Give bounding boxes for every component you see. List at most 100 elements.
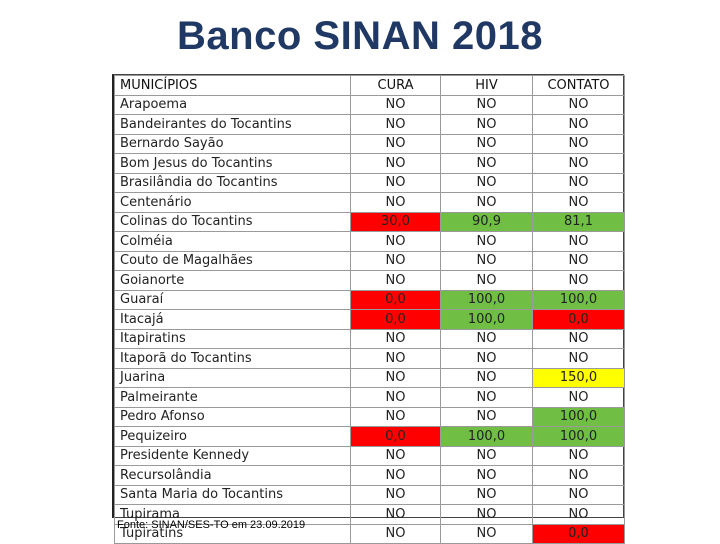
source-note: Fonte: SINAN/SES-TO em 23.09.2019 xyxy=(117,519,306,531)
cell-contato: NO xyxy=(532,504,625,525)
cell-hiv: NO xyxy=(440,192,533,213)
cell-hiv: NO xyxy=(440,94,533,115)
cell-contato: 0,0 xyxy=(532,309,625,330)
table-header-row: MUNICÍPIOS CURA HIV CONTATO xyxy=(114,75,625,96)
cell-contato: 100,0 xyxy=(532,406,625,427)
cell-hiv: NO xyxy=(440,270,533,291)
data-table: MUNICÍPIOS CURA HIV CONTATO Arapoema NO NO… xyxy=(114,75,625,544)
cell-contato: NO xyxy=(532,172,625,193)
cell-municipio: Bom Jesus do Tocantins xyxy=(114,153,351,174)
cell-cura: 30,0 xyxy=(350,211,441,232)
header-cura: CURA xyxy=(350,75,441,96)
table-row: Centenário NO NO NO xyxy=(114,192,625,213)
cell-hiv: 100,0 xyxy=(440,309,533,330)
cell-hiv: NO xyxy=(440,114,533,135)
cell-municipio: Itacajá xyxy=(114,309,351,330)
cell-cura: NO xyxy=(350,328,441,349)
table-row: Arapoema NO NO NO xyxy=(114,94,625,115)
cell-contato: NO xyxy=(532,231,625,252)
table-row: Colméia NO NO NO xyxy=(114,231,625,252)
cell-cura: NO xyxy=(350,231,441,252)
cell-contato: 81,1 xyxy=(532,211,625,232)
cell-cura: NO xyxy=(350,406,441,427)
cell-municipio: Brasilândia do Tocantins xyxy=(114,172,351,193)
table-row: Itaporã do Tocantins NO NO NO xyxy=(114,348,625,369)
cell-contato: 0,0 xyxy=(532,523,625,544)
cell-contato: NO xyxy=(532,133,625,154)
table-row: Bandeirantes do Tocantins NO NO NO xyxy=(114,114,625,135)
table-row: Juarina NO NO 150,0 xyxy=(114,367,625,388)
cell-hiv: NO xyxy=(440,484,533,505)
cell-hiv: NO xyxy=(440,172,533,193)
cell-municipio: Tupiratins xyxy=(114,523,351,544)
cell-cura: NO xyxy=(350,114,441,135)
cell-hiv: NO xyxy=(440,250,533,271)
cell-municipio: Arapoema xyxy=(114,94,351,115)
cell-contato: 100,0 xyxy=(532,289,625,310)
table-row: Palmeirante NO NO NO xyxy=(114,387,625,408)
table-row: Itapiratins NO NO NO xyxy=(114,328,625,349)
cell-contato: NO xyxy=(532,270,625,291)
table-row: Presidente Kennedy NO NO NO xyxy=(114,445,625,466)
table-row: Tupiratins NO NO 0,0 xyxy=(114,523,625,544)
cell-municipio: Itaporã do Tocantins xyxy=(114,348,351,369)
cell-cura: NO xyxy=(350,367,441,388)
cell-contato: NO xyxy=(532,465,625,486)
cell-contato: NO xyxy=(532,94,625,115)
data-table-frame: MUNICÍPIOS CURA HIV CONTATO Arapoema NO NO… xyxy=(112,74,625,544)
cell-municipio: Centenário xyxy=(114,192,351,213)
table-row: Brasilândia do Tocantins NO NO NO xyxy=(114,172,625,193)
cell-cura: 0,0 xyxy=(350,289,441,310)
table-row: Itacajá 0,0 100,0 0,0 xyxy=(114,309,625,330)
cell-cura: NO xyxy=(350,172,441,193)
cell-hiv: NO xyxy=(440,504,533,525)
cell-cura: NO xyxy=(350,270,441,291)
cell-municipio: Recursolândia xyxy=(114,465,351,486)
cell-municipio: Guaraí xyxy=(114,289,351,310)
cell-hiv: NO xyxy=(440,367,533,388)
cell-cura: NO xyxy=(350,94,441,115)
cell-cura: 0,0 xyxy=(350,426,441,447)
cell-municipio: Goianorte xyxy=(114,270,351,291)
cell-municipio: Juarina xyxy=(114,367,351,388)
cell-cura: NO xyxy=(350,445,441,466)
cell-municipio: Pedro Afonso xyxy=(114,406,351,427)
cell-cura: NO xyxy=(350,153,441,174)
table-row: Recursolândia NO NO NO xyxy=(114,465,625,486)
cell-municipio: Bandeirantes do Tocantins xyxy=(114,114,351,135)
cell-hiv: NO xyxy=(440,328,533,349)
table-body: Arapoema NO NO NO Bandeirantes do Tocantins N… xyxy=(114,94,625,544)
cell-cura: NO xyxy=(350,465,441,486)
cell-cura: NO xyxy=(350,348,441,369)
table-row: Pequizeiro 0,0 100,0 100,0 xyxy=(114,426,625,447)
cell-hiv: NO xyxy=(440,153,533,174)
cell-contato: NO xyxy=(532,484,625,505)
cell-cura: NO xyxy=(350,192,441,213)
cell-municipio: Colinas do Tocantins xyxy=(114,211,351,232)
cell-contato: NO xyxy=(532,387,625,408)
table-row: Bernardo Sayão NO NO NO xyxy=(114,133,625,154)
cell-municipio: Colméia xyxy=(114,231,351,252)
cell-cura: NO xyxy=(350,504,441,525)
table-row: Guaraí 0,0 100,0 100,0 xyxy=(114,289,625,310)
cell-contato: 150,0 xyxy=(532,367,625,388)
page-title: Banco SINAN 2018 xyxy=(177,14,543,58)
table-row: Colinas do Tocantins 30,0 90,9 81,1 xyxy=(114,211,625,232)
cell-municipio: Pequizeiro xyxy=(114,426,351,447)
table-row: Couto de Magalhães NO NO NO xyxy=(114,250,625,271)
cell-contato: NO xyxy=(532,348,625,369)
cell-contato: NO xyxy=(532,153,625,174)
cell-cura: 0,0 xyxy=(350,309,441,330)
cell-contato: 100,0 xyxy=(532,426,625,447)
cell-cura: NO xyxy=(350,484,441,505)
table-row: Pedro Afonso NO NO 100,0 xyxy=(114,406,625,427)
cell-hiv: NO xyxy=(440,133,533,154)
table-row: Goianorte NO NO NO xyxy=(114,270,625,291)
cell-contato: NO xyxy=(532,114,625,135)
cell-contato: NO xyxy=(532,328,625,349)
cell-hiv: NO xyxy=(440,231,533,252)
cell-municipio: Palmeirante xyxy=(114,387,351,408)
header-municipios: MUNICÍPIOS xyxy=(114,75,351,96)
cell-hiv: 100,0 xyxy=(440,289,533,310)
header-contato: CONTATO xyxy=(532,75,625,96)
